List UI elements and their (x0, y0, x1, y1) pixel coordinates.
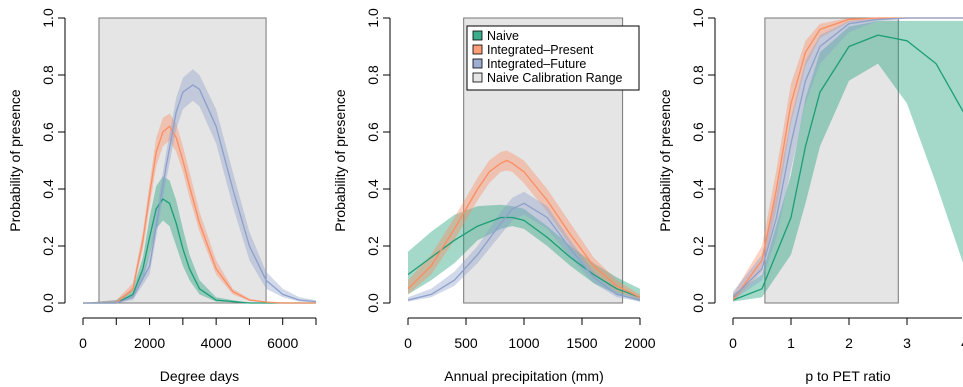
y-tick-label: 0.4 (365, 179, 381, 199)
y-axis-label: Probability of presence (657, 89, 673, 232)
legend-entry: Integrated–Present (487, 43, 594, 57)
y-tick-label: 0.2 (40, 236, 56, 256)
legend-swatch (472, 72, 483, 83)
y-tick-label: 0.0 (40, 293, 56, 313)
line-naive (733, 34, 963, 301)
band-naive (408, 204, 640, 302)
x-tick-label: 1 (787, 335, 795, 351)
line-integrated-future (83, 84, 316, 304)
y-tick-label: 0.2 (365, 236, 381, 256)
line-integrated-present (408, 159, 640, 298)
plot-area (83, 69, 316, 304)
y-axis-label: Probability of presence (7, 89, 23, 232)
line-naive (83, 198, 316, 304)
legend-box (466, 25, 640, 91)
x-tick-label: 4 (961, 335, 963, 351)
band-integrated-present (83, 113, 316, 303)
panel-1: 0.0 0.2 0.4 0.6 0.8 1.0 Probability of presenc… (7, 8, 317, 384)
y-tick-label: 1.0 (40, 8, 56, 28)
x-tick-label: 500 (454, 335, 478, 351)
legend-entry: Naive (487, 29, 519, 43)
x-tick-label: 2000 (134, 335, 165, 351)
x-tick-label: 1000 (508, 335, 539, 351)
x-tick-label: 2000 (624, 335, 655, 351)
x-tick-label: 0 (729, 335, 737, 351)
y-tick-label: 0.2 (690, 236, 706, 256)
x-axis-label: Annual precipitation (mm) (444, 368, 604, 384)
y-axis-label: Probability of presence (332, 89, 348, 232)
legend-swatch (472, 30, 483, 41)
line-integrated-future (408, 202, 640, 301)
y-tick-label: 1.0 (365, 8, 381, 28)
legend-swatch (472, 44, 483, 55)
x-tick-label: 0 (404, 335, 412, 351)
panel-2: 0.0 0.2 0.4 0.6 0.8 1.0 Probability of presenc… (332, 8, 656, 384)
band-integrated-future (733, 18, 963, 301)
legend-entry: Naive Calibration Range (487, 71, 623, 85)
y-tick-label: 0.8 (365, 65, 381, 85)
y-tick-label: 0.0 (690, 293, 706, 313)
y-tick-label: 0.8 (40, 65, 56, 85)
plot-area (733, 17, 963, 302)
y-tick-label: 0.6 (690, 122, 706, 142)
x-tick-label: 1500 (566, 335, 597, 351)
y-tick-label: 0.4 (40, 179, 56, 199)
line-naive (408, 216, 640, 298)
x-tick-label: 2 (845, 335, 853, 351)
x-tick-label: 0 (79, 335, 87, 351)
band-integrated-present (733, 18, 963, 302)
line-integrated-future (733, 17, 963, 298)
band-integrated-future (408, 191, 640, 302)
legend-entry: Integrated–Future (487, 57, 586, 71)
x-axis-label: Degree days (160, 368, 239, 384)
x-tick-label: 6000 (267, 335, 298, 351)
y-tick-label: 0.6 (365, 122, 381, 142)
legend: NaiveIntegrated–PresentIntegrated–Future… (466, 25, 640, 91)
y-tick-label: 0.0 (365, 293, 381, 313)
y-tick-label: 0.6 (40, 122, 56, 142)
panel-3: 0.0 0.2 0.4 0.6 0.8 1.0 Probability of presenc… (657, 8, 963, 384)
y-tick-label: 0.8 (690, 65, 706, 85)
line-integrated-present (83, 125, 316, 304)
x-tick-label: 4000 (201, 335, 232, 351)
band-naive (733, 20, 963, 302)
line-integrated-present (733, 17, 963, 301)
y-tick-label: 0.4 (690, 179, 706, 199)
x-axis-label: p to PET ratio (805, 368, 891, 384)
x-tick-label: 3 (903, 335, 911, 351)
y-tick-label: 1.0 (690, 8, 706, 28)
plot-area (408, 150, 640, 302)
legend-swatch (472, 58, 483, 69)
